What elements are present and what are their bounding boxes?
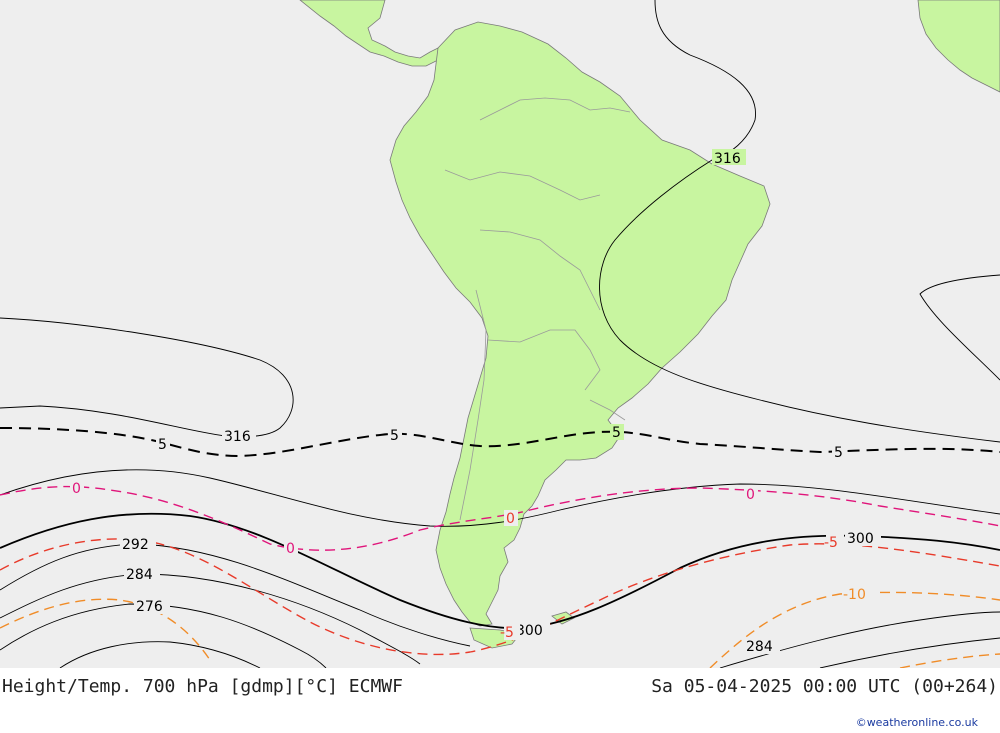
border-peru-brazil [444, 169, 601, 201]
label-bg-300-b [514, 622, 550, 638]
label-t5-b: 5 [390, 428, 399, 444]
credit-link[interactable]: ©weatheronline.co.uk [855, 716, 978, 729]
weather-map: 316 316 300 300 292 284 284 276 5 5 5 5 … [0, 0, 1000, 668]
contour-276 [0, 603, 327, 668]
land-west-africa [917, 0, 1000, 93]
contour-276-east [819, 637, 1000, 668]
border-bolivia [479, 229, 601, 311]
contour-316-atlantic [599, 0, 1000, 443]
land-masses [299, 0, 1000, 649]
label-bg-t5-b [388, 427, 402, 443]
label-t0-a: 0 [72, 481, 81, 497]
label-276: 276 [136, 599, 163, 615]
label-tm5-a: -5 [500, 625, 514, 641]
temp-labels: 5 5 5 5 0 0 0 0 -5 -5 -10 [70, 424, 878, 641]
contour-east-right [919, 274, 1000, 381]
isotherm-5 [0, 427, 1000, 458]
contour-lower-thin [0, 469, 1000, 527]
label-300-a: 300 [847, 531, 874, 547]
border-north [479, 97, 631, 121]
label-bg-t0-b [284, 540, 298, 556]
label-bg-tm5-b [826, 534, 844, 550]
label-bg-tm10 [842, 586, 878, 602]
label-t5-c: 5 [612, 425, 621, 441]
contour-284-east [719, 611, 1000, 668]
label-284-b: 284 [746, 639, 773, 655]
label-316-b: 316 [224, 429, 251, 445]
contour-316-pacific [0, 317, 294, 438]
isotherm-0 [0, 485, 1000, 551]
border-uruguay [589, 399, 626, 421]
label-t0-c: 0 [506, 511, 515, 527]
label-bg-t5-a [156, 436, 170, 452]
label-t0-d: 0 [746, 487, 755, 503]
label-bg-316-b [222, 428, 256, 444]
label-tm10: -10 [843, 587, 866, 603]
label-bg-t0-a [70, 480, 84, 496]
label-284-a: 284 [126, 567, 153, 583]
label-bg-276 [134, 598, 170, 614]
isotherm-neg10 [0, 598, 211, 661]
border-paraguay [487, 329, 601, 391]
label-300-b: 300 [516, 623, 543, 639]
isotherm-neg10-east [709, 591, 1000, 668]
height-labels: 316 316 300 300 292 284 284 276 [120, 149, 881, 655]
contour-284 [0, 573, 421, 665]
land-south-america [389, 21, 771, 627]
country-borders [444, 97, 631, 521]
label-292: 292 [122, 537, 149, 553]
label-bg-292 [120, 537, 156, 553]
label-bg-284-a [124, 566, 160, 582]
label-t5-d: 5 [834, 445, 843, 461]
contour-292 [0, 543, 471, 647]
label-316-a: 316 [714, 151, 741, 167]
map-title: Height/Temp. 700 hPa [gdmp][°C] ECMWF [2, 676, 403, 697]
valid-time: Sa 05-04-2025 00:00 UTC (00+264) [651, 676, 998, 697]
label-t5-a: 5 [158, 437, 167, 453]
label-bg-t5-c [610, 424, 624, 440]
label-tm5-b: -5 [824, 535, 838, 551]
label-bg-284-b [744, 638, 780, 654]
isotherm-neg15-east [899, 653, 1000, 668]
label-bg-t0-d [744, 486, 758, 502]
label-bg-t5-d [832, 444, 846, 460]
map-canvas: 316 316 300 300 292 284 284 276 5 5 5 5 … [0, 0, 1000, 668]
label-bg-316-a [712, 149, 746, 165]
border-chile-argentina [459, 289, 487, 521]
label-t0-b: 0 [286, 541, 295, 557]
label-bg-t0-c [504, 510, 518, 526]
label-bg-tm5-a [504, 624, 520, 640]
label-bg-300-a [845, 530, 881, 546]
contour-268 [59, 641, 261, 668]
